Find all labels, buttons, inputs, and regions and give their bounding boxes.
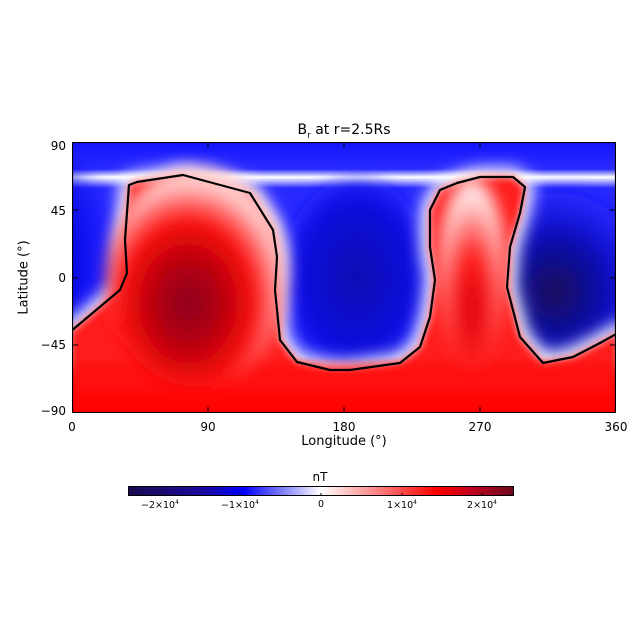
colorbar-tick-minus2e4: −2×104 (141, 499, 179, 512)
x-tick-90: 90 (200, 420, 216, 434)
x-axis-label: Longitude (°) (301, 434, 387, 449)
chart-title: Br at r=2.5Rs (297, 122, 391, 141)
x-tick-360: 360 (604, 420, 628, 434)
zero-contour-line (72, 173, 616, 372)
y-tick-45: 45 (50, 204, 66, 218)
colorbar-label: nT (312, 470, 328, 484)
y-tick-minus90: −90 (40, 404, 66, 418)
colorbar-tick-2e4: 2×104 (467, 499, 497, 512)
x-tick-180: 180 (332, 420, 356, 434)
x-tick-0: 0 (68, 420, 76, 434)
y-tick-0: 0 (58, 271, 66, 285)
y-tick-90: 90 (50, 139, 66, 153)
colorbar (128, 486, 514, 496)
x-tick-270: 270 (468, 420, 492, 434)
colorbar-tick-0: 0 (317, 499, 325, 510)
y-tick-minus45: −45 (40, 338, 66, 352)
heatmap-plot (72, 142, 616, 413)
colorbar-tick-minus1e4: −1×104 (221, 499, 259, 512)
colorbar-tick-1e4: 1×104 (387, 499, 417, 512)
y-axis-label: Latitude (°) (16, 240, 32, 315)
